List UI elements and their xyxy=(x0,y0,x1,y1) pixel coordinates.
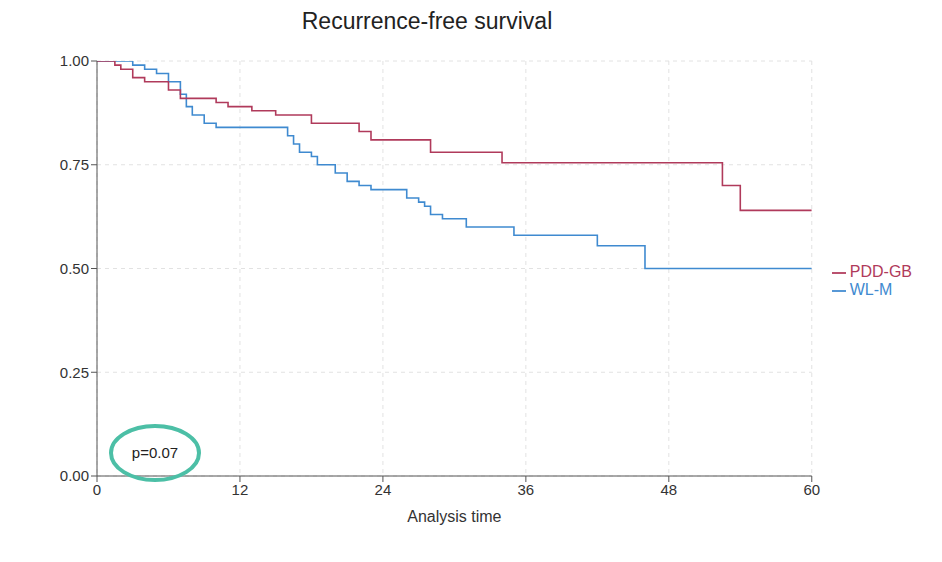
svg-text:24: 24 xyxy=(375,481,392,498)
svg-text:0.75: 0.75 xyxy=(60,156,89,173)
html-text:WL-M: WL-M xyxy=(849,281,893,298)
html-text:Recurrence-free survival: Recurrence-free survival xyxy=(301,8,553,34)
svg-text:1.00: 1.00 xyxy=(60,52,89,69)
svg-text:12: 12 xyxy=(232,481,249,498)
svg-text:0.50: 0.50 xyxy=(60,260,89,277)
svg-text:36: 36 xyxy=(518,481,535,498)
html-text:PDD-GB: PDD-GB xyxy=(849,263,912,280)
svg-text:0.00: 0.00 xyxy=(60,467,89,484)
svg-text:0: 0 xyxy=(93,481,101,498)
svg-text:60: 60 xyxy=(803,481,820,498)
svg-text:48: 48 xyxy=(660,481,677,498)
html-text:p=0.07: p=0.07 xyxy=(131,444,179,461)
svg-text:Analysis time: Analysis time xyxy=(407,508,501,525)
svg-text:0.25: 0.25 xyxy=(60,364,89,381)
